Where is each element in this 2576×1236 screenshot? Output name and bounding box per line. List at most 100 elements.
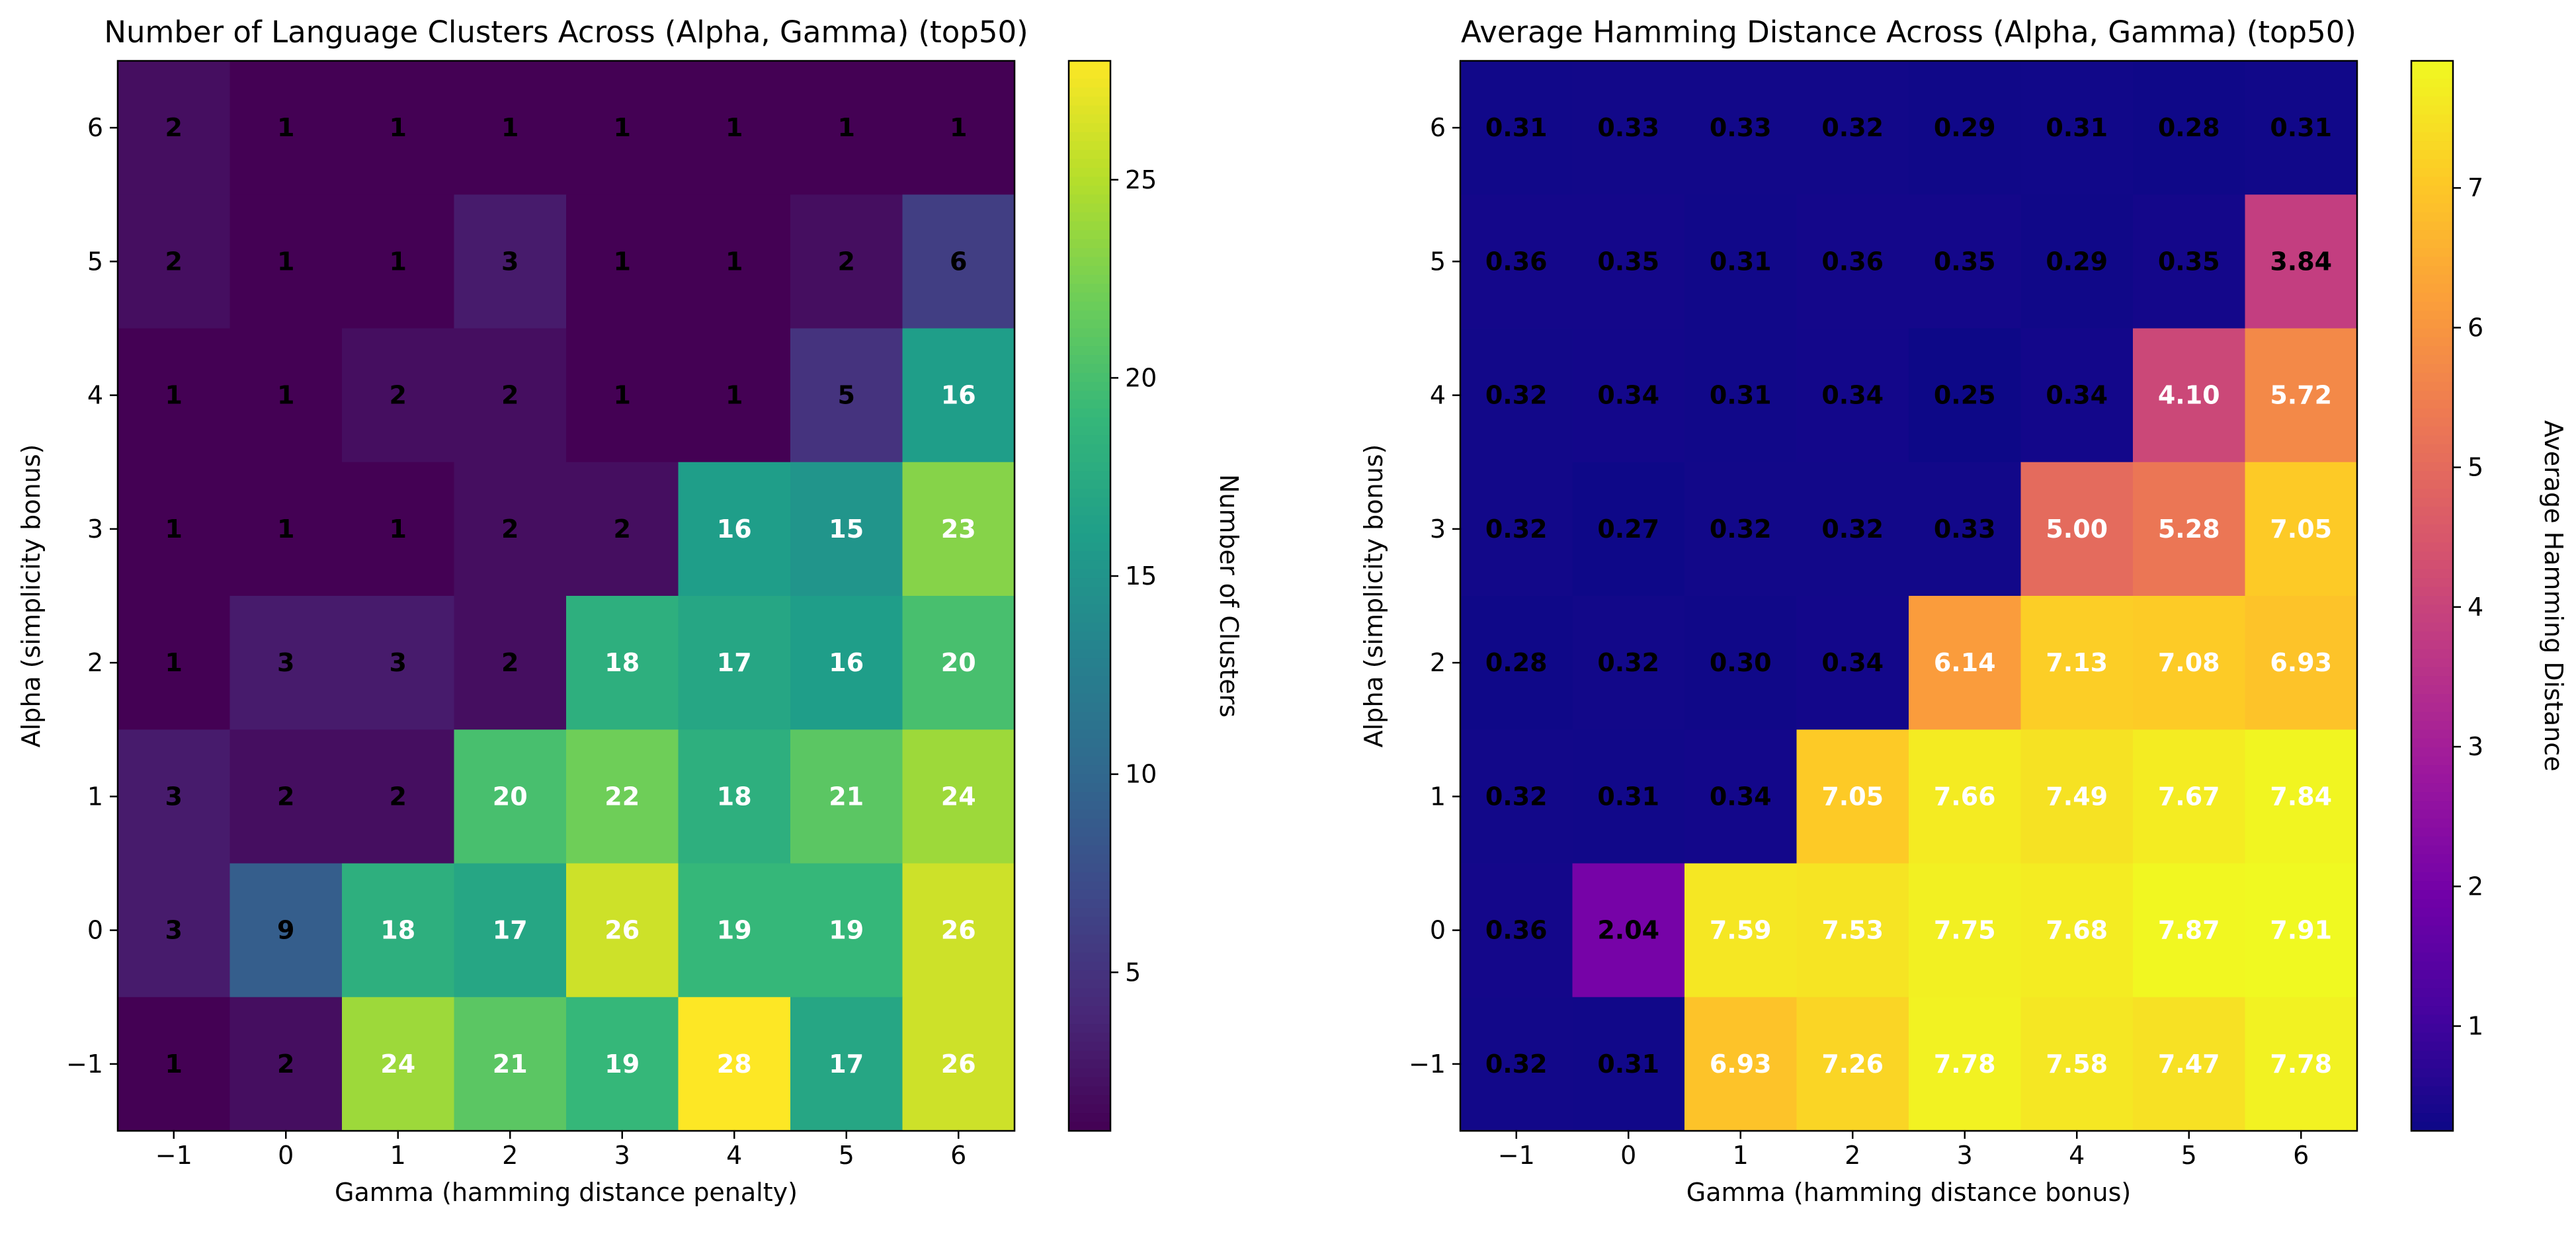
colorbar-segment (2411, 783, 2453, 793)
y-tick-label: 5 (87, 247, 103, 276)
cell-label: 1 (614, 381, 631, 410)
x-tick-label: 5 (839, 1141, 854, 1170)
cell-label: 0.33 (1934, 515, 1996, 544)
cell-label: 0.28 (2158, 113, 2220, 142)
colorbar-segment (2411, 284, 2453, 294)
colorbar-segment (2411, 132, 2453, 142)
heatmap-cell (2245, 863, 2358, 998)
colorbar-segment (2411, 604, 2453, 614)
heatmap-cell (790, 328, 903, 463)
heatmap-cell (1572, 328, 1685, 463)
cell-label: 3 (277, 648, 294, 677)
colorbar-segment (2411, 952, 2453, 962)
heatmap-panel-1: 2 1 1 1 1 1 1 12 1 1 3 1 1 2 61 1 2 2 1 1 5 161 1 1 2 2 16 15 231 3 3 2… (17, 15, 1243, 1207)
colorbar-segment (2411, 631, 2453, 641)
heatmap-panel-2: 0.31 0.33 0.33 0.32 0.29 0.31 0.28 0.31 0.36 0.35… (1359, 15, 2568, 1207)
cell-label: 7.87 (2158, 916, 2220, 945)
cell-label: 23 (941, 515, 976, 544)
colorbar-segment (1069, 1024, 1110, 1034)
heatmap-cell (1909, 194, 2021, 329)
chart-title: Number of Language Clusters Across (Alph… (104, 15, 1028, 50)
colorbar-segment (2411, 889, 2453, 900)
colorbar-frame (2410, 60, 2454, 1132)
colorbar-label: Number of Clusters (1214, 474, 1243, 718)
heatmap-cell (566, 863, 679, 998)
colorbar-segment (1069, 479, 1110, 489)
heatmap-cell (2245, 729, 2358, 864)
heatmap-cell (1572, 596, 1685, 730)
colorbar-segment (1069, 729, 1110, 739)
cell-label: 0.36 (1485, 916, 1548, 945)
colorbar-segment (1069, 676, 1110, 686)
colorbar-segment (2411, 925, 2453, 935)
cell-label: 7.67 (2158, 782, 2220, 811)
cell-label: 22 (604, 782, 640, 811)
colorbar-segment (2411, 141, 2453, 151)
heatmap-cell (118, 729, 230, 864)
heatmap-cell (2133, 61, 2245, 195)
colorbar-segment (1069, 792, 1110, 802)
colorbar-segment (2411, 542, 2453, 552)
colorbar-segment (2411, 774, 2453, 784)
colorbar-segment (1069, 417, 1110, 427)
colorbar-segment (2411, 105, 2453, 115)
heatmap-cell (902, 194, 1015, 329)
colorbar-segment (2411, 827, 2453, 837)
heatmap-cell (566, 997, 679, 1132)
cell-label: 16 (829, 648, 864, 677)
colorbar-segment (1069, 426, 1110, 436)
heatmap-cell (1796, 997, 1909, 1132)
colorbar-segment (1069, 524, 1110, 534)
colorbar-segment (2411, 390, 2453, 400)
cell-label: 2 (501, 515, 519, 544)
colorbar-segment (2411, 1006, 2453, 1016)
colorbar-segment (2411, 408, 2453, 418)
colorbar-segment (2411, 257, 2453, 267)
heatmap-cell (1460, 328, 1573, 463)
colorbar-segment (1069, 533, 1110, 543)
y-tick-label: 6 (87, 113, 103, 142)
heatmap-cell (2020, 596, 2134, 730)
cell-label: 1 (165, 381, 183, 410)
heatmap-cell (790, 729, 903, 864)
heatmap-cell (1684, 328, 1797, 463)
cell-label: 3 (501, 247, 519, 276)
colorbar-segment (2411, 96, 2453, 106)
heatmap-cell (1572, 462, 1685, 597)
colorbar-segment (1069, 444, 1110, 454)
colorbar-segment (2411, 328, 2453, 338)
cell-label: 1 (277, 113, 294, 142)
colorbar-segment (1069, 747, 1110, 757)
colorbar-segment (2411, 1014, 2453, 1024)
colorbar-segment (1069, 78, 1110, 89)
heatmap-cell (678, 328, 791, 463)
colorbar-segment (2411, 765, 2453, 775)
colorbar: 5 10 15 20 25 Number of Clusters (1067, 60, 1243, 1132)
heatmap-cell (454, 328, 567, 463)
heatmap-cell (342, 596, 454, 730)
colorbar-label: Average Hamming Distance (2539, 420, 2568, 771)
cell-label: 18 (717, 782, 752, 811)
colorbar-tick-label: 15 (1125, 561, 1157, 591)
colorbar-segment (2411, 845, 2453, 855)
colorbar-segment (2411, 613, 2453, 624)
cell-label: 7.13 (2046, 648, 2108, 677)
colorbar-segment (2411, 837, 2453, 846)
colorbar-segment (2411, 123, 2453, 133)
colorbar-segment (2411, 399, 2453, 409)
colorbar-segment (1069, 462, 1110, 472)
heatmap-cell (2245, 194, 2358, 329)
colorbar-segment (2411, 560, 2453, 570)
colorbar-segment (1069, 578, 1110, 588)
cell-label: 2 (390, 782, 407, 811)
cell-label: 0.32 (1485, 782, 1548, 811)
cell-label: 1 (165, 648, 183, 677)
colorbar-segment (1069, 1077, 1110, 1087)
cell-label: 0.33 (1710, 113, 1772, 142)
colorbar-segment (1069, 889, 1110, 900)
cell-label: 26 (941, 916, 976, 945)
colorbar-segment (2411, 497, 2453, 507)
heatmap-cell (2020, 997, 2134, 1132)
heatmap-cell (902, 61, 1015, 195)
heatmap-cell (566, 61, 679, 195)
